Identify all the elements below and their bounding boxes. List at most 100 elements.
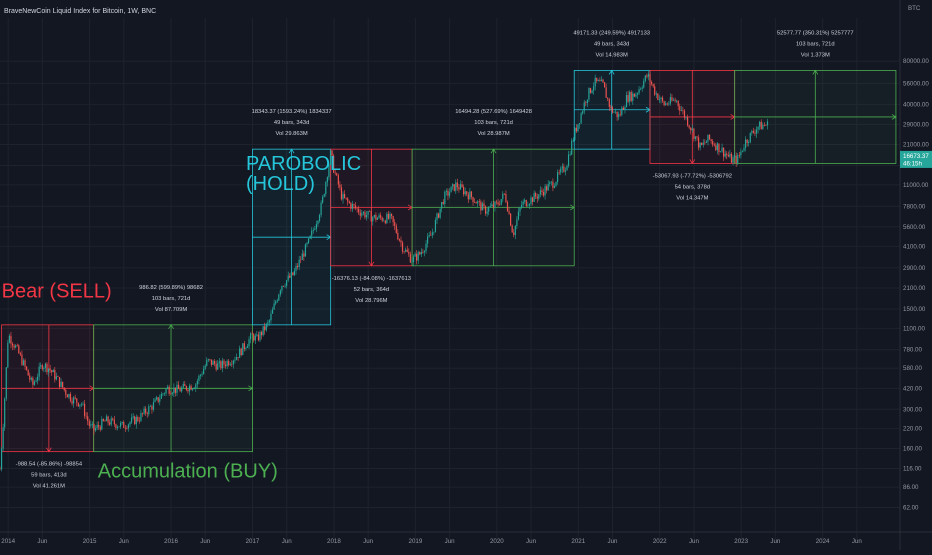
candle-body xyxy=(483,203,485,207)
candle-body xyxy=(422,252,424,253)
candle-body xyxy=(655,93,657,95)
candle-body xyxy=(510,213,512,226)
candle-body xyxy=(343,194,346,198)
candle-body xyxy=(33,381,36,385)
bear-2022-label-line: Vol 14.347M xyxy=(676,195,708,201)
candle-body xyxy=(416,254,418,261)
y-tick-label: 80000.00 xyxy=(903,58,929,65)
candle-body xyxy=(602,79,604,83)
candle-body xyxy=(242,343,244,356)
candle-body xyxy=(754,132,756,134)
candle-body xyxy=(146,413,148,415)
candle-body xyxy=(621,107,623,115)
candle-body xyxy=(298,259,300,267)
candle-body xyxy=(134,416,136,425)
x-tick-label: Jun xyxy=(37,538,48,545)
candle-body xyxy=(549,182,551,184)
candle-body xyxy=(192,388,194,390)
candle-body xyxy=(622,107,624,110)
candle-body xyxy=(8,335,10,343)
candle-body xyxy=(525,200,527,207)
candle-body xyxy=(138,420,141,422)
candle-body xyxy=(218,361,220,364)
candle-body xyxy=(433,231,435,233)
y-tick-label: 62.00 xyxy=(903,505,919,512)
candle-body xyxy=(632,93,634,101)
candle-body xyxy=(685,117,687,118)
accum-2019-arrow-head xyxy=(490,148,497,154)
candle-body xyxy=(649,74,651,82)
y-tick-label: 86.00 xyxy=(903,484,919,491)
candle-body xyxy=(373,214,375,218)
candle-body xyxy=(254,335,256,341)
candle-body xyxy=(135,417,137,425)
candle-body xyxy=(452,184,454,187)
y-tick-label: 29000.00 xyxy=(903,121,929,128)
candle-body xyxy=(672,99,675,101)
candle-body xyxy=(539,190,541,195)
candle-body xyxy=(66,394,68,398)
candle-body xyxy=(721,147,723,152)
candle-body xyxy=(381,217,383,221)
candle-body xyxy=(665,103,667,106)
candle-body xyxy=(317,220,319,225)
candle-body xyxy=(226,360,228,367)
candle-body xyxy=(16,345,18,347)
candle-body xyxy=(560,168,562,173)
candle-body xyxy=(550,181,552,183)
candle-body xyxy=(260,331,263,336)
candle-body xyxy=(245,347,247,349)
candle-body xyxy=(113,419,115,425)
candle-body xyxy=(528,204,531,206)
candle-body xyxy=(386,213,388,224)
bear-2018-label-line: Vol 28.796M xyxy=(355,298,387,304)
candle-body xyxy=(101,419,103,430)
candle-body xyxy=(727,155,729,157)
candle-body xyxy=(495,201,498,203)
candle-body xyxy=(193,388,195,390)
candle-body xyxy=(668,103,670,105)
candle-body xyxy=(766,121,769,126)
candle-body xyxy=(223,360,225,365)
candle-body xyxy=(395,225,397,233)
candle-body xyxy=(170,393,172,395)
candle-body xyxy=(650,81,653,85)
candle-body xyxy=(741,150,744,152)
candle-body xyxy=(118,426,120,428)
candle-body xyxy=(456,182,458,188)
candle-body xyxy=(141,413,144,414)
candle-body xyxy=(445,190,447,192)
candle-body xyxy=(257,334,260,341)
candle-body xyxy=(148,406,150,415)
x-tick-label: 2023 xyxy=(734,538,748,545)
candle-body xyxy=(41,365,43,370)
candle-body xyxy=(625,95,628,108)
candle-body xyxy=(624,107,626,110)
candle-body xyxy=(229,364,231,366)
parobolic-line-2-label: (HOLD) xyxy=(246,173,315,195)
candle-body xyxy=(293,270,296,276)
candle-body xyxy=(347,198,349,202)
candle-body xyxy=(599,80,601,82)
candle-body xyxy=(488,207,490,212)
candle-body xyxy=(423,251,426,253)
candle-body xyxy=(574,127,576,140)
candle-body xyxy=(162,393,164,395)
candle-body xyxy=(76,398,78,403)
candle-body xyxy=(43,367,45,370)
candle-body xyxy=(466,191,468,195)
x-tick-label: Jun xyxy=(607,538,618,545)
candle-body xyxy=(5,367,7,399)
candle-body xyxy=(517,211,520,220)
candle-body xyxy=(203,369,205,375)
candle-body xyxy=(658,99,661,100)
candle-body xyxy=(593,86,595,91)
candle-body xyxy=(671,97,673,101)
candle-body xyxy=(130,417,133,423)
candle-body xyxy=(55,376,57,380)
candle-body xyxy=(250,333,252,340)
candle-body xyxy=(403,251,405,253)
candle-body xyxy=(594,77,596,87)
measure-boxes xyxy=(1,69,897,453)
candle-body xyxy=(337,175,339,185)
